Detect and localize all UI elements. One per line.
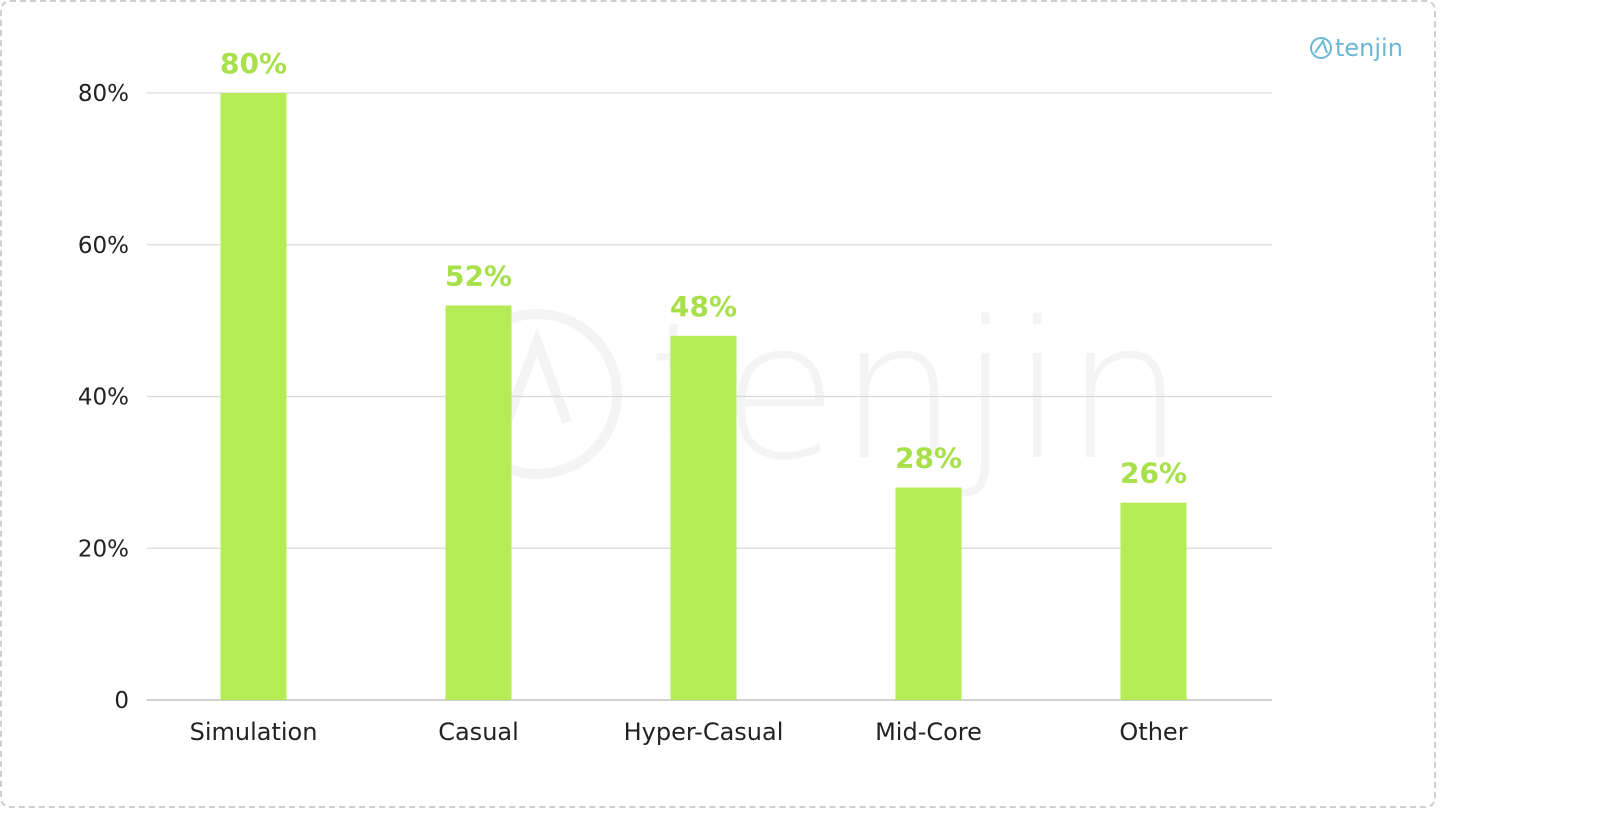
bar-casual xyxy=(445,305,512,700)
bar-mid-core xyxy=(895,487,962,700)
data-label: 52% xyxy=(445,259,512,292)
bars xyxy=(220,93,1187,700)
y-tick-label: 20% xyxy=(78,536,129,562)
brand-logo-text: tenjin xyxy=(1335,34,1403,62)
y-tick-label: 40% xyxy=(78,385,129,411)
data-label: 80% xyxy=(220,47,287,80)
chart-frame: tenjin 0 20% 40% 60% 80% 80% 52% 48% 28% 26% Sim… xyxy=(0,0,1436,808)
watermark: tenjin xyxy=(452,281,1185,502)
bar-other xyxy=(1120,502,1187,700)
x-axis: Simulation Casual Hyper-Casual Mid-Core Othe… xyxy=(190,718,1188,746)
data-label: 26% xyxy=(1120,457,1187,490)
x-tick-label: Hyper-Casual xyxy=(624,718,784,746)
y-tick-label: 0 xyxy=(114,688,129,714)
watermark-logo-icon-mark xyxy=(502,327,572,424)
y-tick-label: 60% xyxy=(78,233,129,259)
y-tick-label: 80% xyxy=(78,81,129,107)
watermark-text: tenjin xyxy=(647,281,1185,502)
bar-hyper-casual xyxy=(670,335,737,700)
data-labels: 80% 52% 48% 28% 26% xyxy=(220,47,1187,490)
y-axis: 0 20% 40% 60% 80% xyxy=(78,81,129,714)
brand-logo: tenjin xyxy=(1310,34,1403,62)
x-tick-label: Simulation xyxy=(190,718,318,746)
x-tick-label: Other xyxy=(1119,718,1187,746)
x-tick-label: Casual xyxy=(438,718,519,746)
tenjin-logo-icon-mark xyxy=(1314,38,1328,54)
x-tick-label: Mid-Core xyxy=(875,718,982,746)
data-label: 48% xyxy=(670,290,737,323)
data-label: 28% xyxy=(895,442,962,475)
bar-simulation xyxy=(220,93,287,700)
tenjin-logo-icon xyxy=(1310,37,1332,59)
